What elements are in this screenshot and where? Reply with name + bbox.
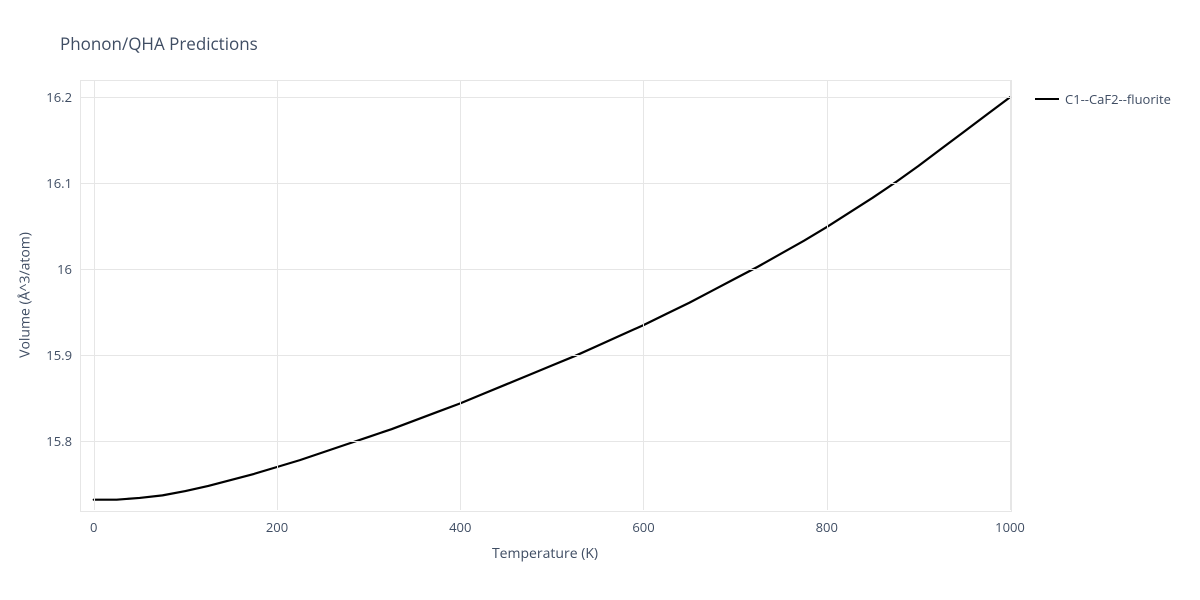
grid-line-horizontal — [80, 441, 1010, 442]
y-tick-label: 15.9 — [46, 346, 72, 364]
x-tick-label: 0 — [90, 518, 97, 536]
grid-line-horizontal — [80, 269, 1010, 270]
series-line-svg — [0, 0, 1200, 600]
grid-line-vertical — [827, 80, 828, 510]
x-tick-label: 1000 — [995, 518, 1025, 536]
grid-line-vertical — [643, 80, 644, 510]
y-axis-label: Volume (Å^3/atom) — [16, 232, 35, 358]
y-tick-label: 15.8 — [46, 432, 72, 450]
grid-line-horizontal — [80, 183, 1010, 184]
x-tick-label: 200 — [266, 518, 288, 536]
series-line — [94, 97, 1010, 499]
y-tick-label: 16 — [57, 260, 72, 278]
grid-line-vertical — [460, 80, 461, 510]
chart-container: Phonon/QHA Predictions Temperature (K) V… — [0, 0, 1200, 600]
legend-label: C1--CaF2--fluorite — [1065, 90, 1171, 108]
y-tick-label: 16.1 — [46, 174, 72, 192]
x-tick-label: 600 — [632, 518, 654, 536]
x-axis-label: Temperature (K) — [492, 544, 598, 563]
grid-line-horizontal — [80, 355, 1010, 356]
grid-line-vertical — [1010, 80, 1011, 510]
x-tick-label: 400 — [449, 518, 471, 536]
y-tick-label: 16.2 — [46, 88, 72, 106]
x-tick-label: 800 — [816, 518, 838, 536]
grid-line-vertical — [277, 80, 278, 510]
grid-line-vertical — [94, 80, 95, 510]
legend-swatch — [1035, 98, 1059, 100]
legend: C1--CaF2--fluorite — [1035, 90, 1171, 108]
grid-line-horizontal — [80, 97, 1010, 98]
